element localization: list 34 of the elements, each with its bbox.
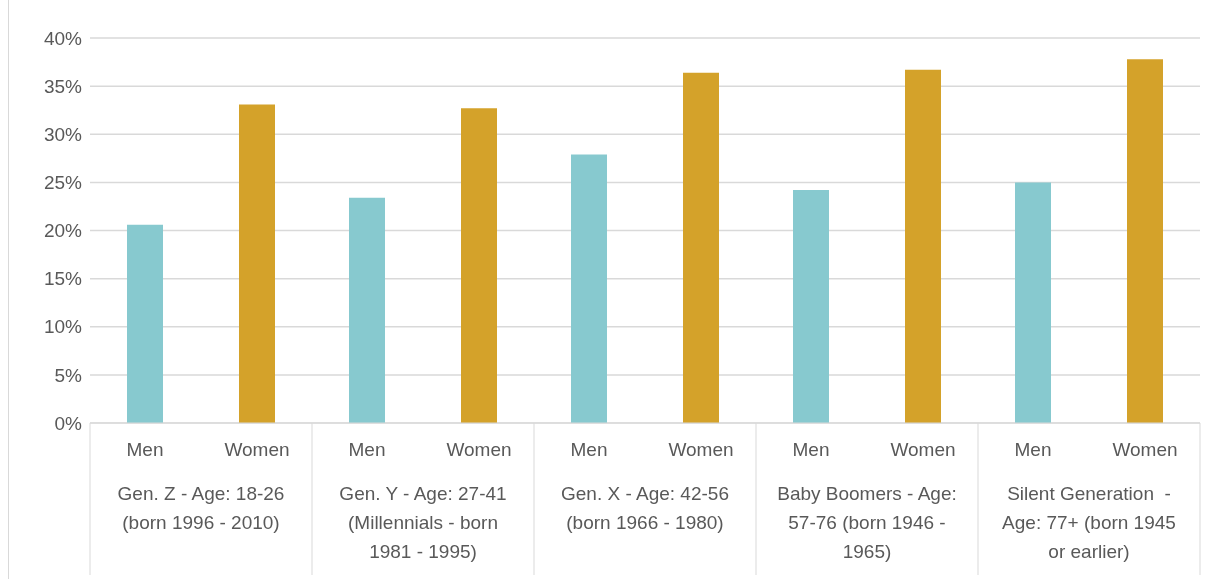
bar [461, 108, 497, 423]
bar [127, 224, 163, 423]
series-label: Women [668, 439, 734, 460]
text: Men [570, 439, 608, 460]
y-tick-label: 15% [43, 268, 83, 290]
bar [239, 104, 275, 423]
x-tick-label: Gen. Y - Age: 27-41 (Millennials - born 1981 - 1995) [339, 483, 507, 562]
y-tick-label: 5% [54, 364, 83, 386]
text: Men [792, 439, 830, 460]
y-tick-label: 25% [43, 172, 83, 194]
y-tick-label: 30% [43, 123, 83, 145]
y-tick-label: 40% [43, 27, 83, 49]
text: Women [1112, 439, 1178, 460]
text: Women [890, 439, 956, 460]
bar [349, 197, 385, 423]
x-tick-label: Gen. Z - Age: 18-26 (born 1996 - 2010) [117, 483, 285, 533]
y-tick-label: 20% [43, 220, 83, 242]
y-tick-label: 0% [54, 412, 83, 434]
bar [1127, 59, 1163, 423]
x-tick-label: Baby Boomers - Age: 57-76 (born 1946 - 1965) [777, 483, 957, 562]
bar [793, 190, 829, 423]
x-tick-label: Gen. X - Age: 42-56 (born 1966 - 1980) [561, 483, 729, 533]
text: Men [348, 439, 386, 460]
bar [683, 72, 719, 423]
bar [1015, 182, 1051, 423]
bar [905, 69, 941, 423]
y-tick-label: 10% [43, 316, 83, 338]
text: Men [1014, 439, 1052, 460]
series-label: Men [126, 439, 164, 460]
text: Women [224, 439, 290, 460]
y-tick-label: 35% [43, 75, 83, 97]
x-tick-label: Silent Generation - Age: 77+ (born 1945 or earlier) [1002, 483, 1176, 562]
text: Women [446, 439, 512, 460]
bar [571, 154, 607, 423]
